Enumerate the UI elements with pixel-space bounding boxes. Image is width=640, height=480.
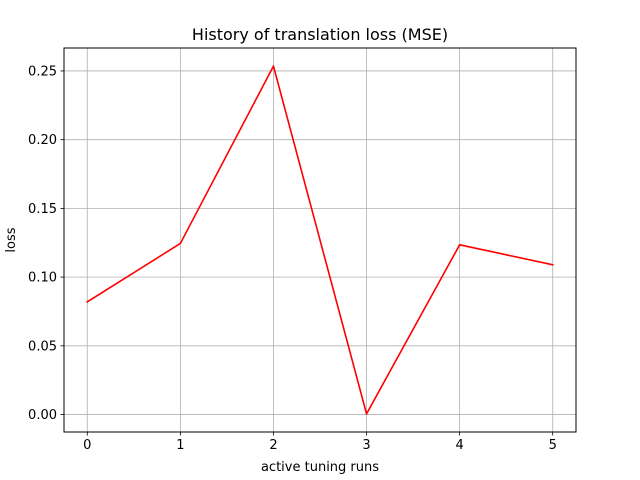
y-tick-label: 0.20 <box>28 133 57 148</box>
y-axis-label: loss <box>4 227 19 252</box>
series-line <box>86 65 554 415</box>
y-tick-label: 0.05 <box>28 339 57 354</box>
plot-frame <box>63 47 577 433</box>
data-point <box>365 413 368 415</box>
x-tick-label: 3 <box>362 438 370 453</box>
data-point <box>458 244 461 246</box>
x-tick-label: 4 <box>455 438 463 453</box>
y-axis-ticks: 0.00 0.05 0.10 0.15 0.20 0.25 <box>28 64 64 423</box>
y-tick-label: 0.25 <box>28 64 57 79</box>
grid <box>64 48 576 432</box>
x-axis-ticks: 0 1 2 3 4 5 <box>83 432 557 453</box>
series-layer <box>86 65 554 415</box>
y-tick-label: 0.10 <box>28 271 57 286</box>
data-point <box>551 263 554 266</box>
x-tick-label: 2 <box>269 438 277 453</box>
x-tick-label: 0 <box>83 438 91 453</box>
y-tick-label: 0.00 <box>28 408 57 423</box>
data-point <box>179 242 182 245</box>
data-point <box>86 301 89 303</box>
x-tick-label: 5 <box>549 438 557 453</box>
x-tick-label: 1 <box>176 438 184 453</box>
chart-title: History of translation loss (MSE) <box>192 25 448 44</box>
x-axis-label: active tuning runs <box>261 460 379 475</box>
data-point <box>272 65 275 67</box>
y-tick-label: 0.15 <box>28 202 57 217</box>
